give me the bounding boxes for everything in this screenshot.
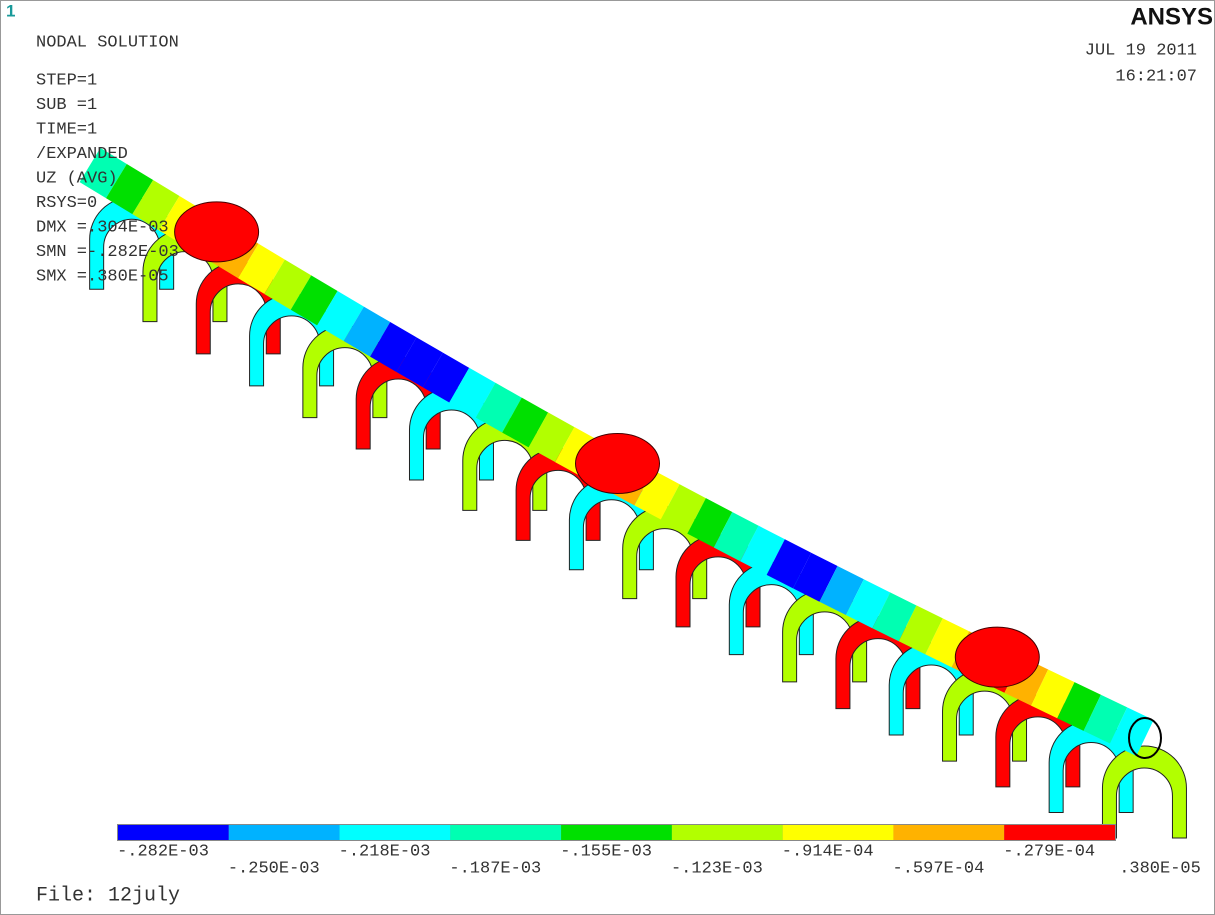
legend-label: -.155E-03 [560,842,652,861]
tube-segment [934,636,960,649]
legend-label: -.123E-03 [671,859,763,878]
ansys-plot-window: 1 ANSYS NODAL SOLUTION JUL 19 2011 16:21… [0,0,1215,915]
tube-segment [248,261,274,277]
tube-segment [697,516,723,530]
support-head [955,627,1039,687]
setting-line: SMX =.380E-05 [36,267,169,286]
file-label: File: 12july [36,884,180,907]
tube-segment [670,502,696,516]
setting-line: /EXPANDED [36,145,128,164]
tube-segment [538,430,564,445]
tube-segment [459,385,485,400]
setting-line: SUB =1 [36,96,97,115]
legend-label: -.250E-03 [228,859,320,878]
setting-line: RSYS=0 [36,194,97,213]
tube-segment [881,610,907,623]
tube-segment [776,557,802,570]
legend-swatch [561,825,672,840]
tube-segment [486,400,512,415]
plot-title: NODAL SOLUTION [36,33,179,52]
tube-segment [908,623,934,636]
legend-swatch [783,825,894,840]
date: JUL 19 2011 [1085,41,1197,60]
legend-swatch [1004,825,1115,840]
legend-label: -.187E-03 [449,859,541,878]
tube-segment [802,571,828,584]
tube-segment [1040,687,1066,700]
tube-segment [829,584,855,597]
tube-segment [723,530,749,544]
setting-line: TIME=1 [36,120,97,139]
tube-segment [275,277,301,293]
setting-line: STEP=1 [36,71,97,90]
tube-segment [327,308,353,324]
support-head [175,202,259,262]
support-head [576,434,660,494]
logo: ANSYS [1130,3,1213,30]
legend-label: .380E-05 [1119,859,1201,878]
legend-swatch [229,825,340,840]
legend-label: -.914E-04 [782,842,874,861]
setting-line: DMX =.304E-03 [36,218,169,237]
setting-line: UZ (AVG) [36,169,118,188]
tube-segment [1092,713,1118,726]
tube-segment [407,355,433,370]
window-number: 1 [6,1,15,20]
legend-label: -.282E-03 [117,842,209,861]
legend-swatch [450,825,561,840]
tube-segment [380,339,406,354]
tube-segment [301,293,327,309]
legend-label: -.218E-03 [339,842,431,861]
legend-label: -.597E-04 [893,859,985,878]
setting-line: SMN =-.282E-03 [36,243,179,262]
tube-segment [433,370,459,385]
legend-swatch [340,825,451,840]
tube-segment [855,597,881,610]
tube-segment [143,197,169,213]
tube-segment [644,488,670,502]
time: 16:21:07 [1115,67,1197,86]
tube-segment [354,324,380,339]
legend-swatch [672,825,783,840]
tube-segment [512,415,538,430]
tube-segment [1066,700,1092,713]
legend-swatch [118,825,229,840]
legend-label: -.279E-04 [1003,842,1095,861]
legend-swatch [893,825,1004,840]
tube-segment [116,181,142,197]
tube-segment [749,543,775,557]
